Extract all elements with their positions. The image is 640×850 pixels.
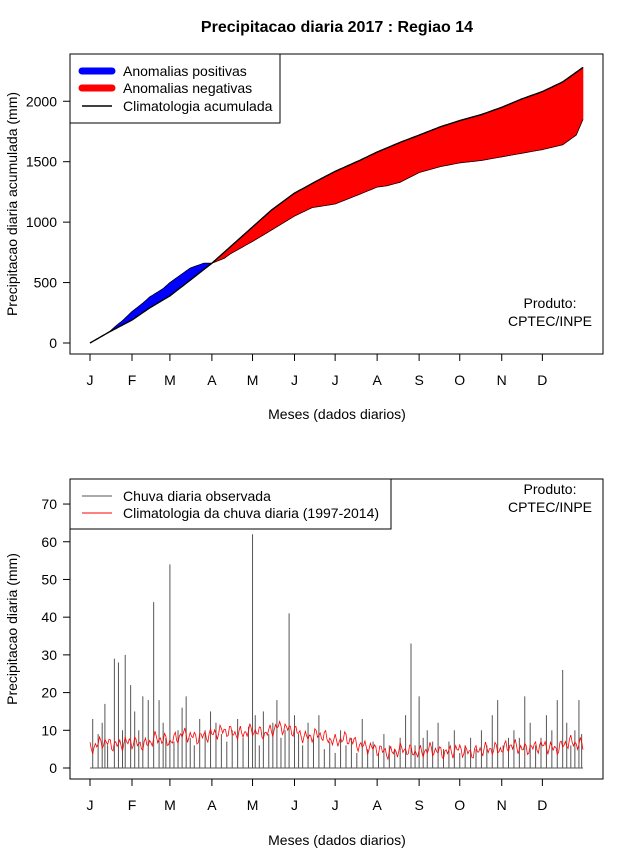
bottom-x-tick-label: M [164,797,176,813]
top-x-tick-label: J [291,372,298,388]
legend-label-climatology: Climatologia acumulada [123,98,273,114]
top-x-tick-label: N [497,372,507,388]
top-x-tick-label: D [537,372,547,388]
legend-label-negative: Anomalias negativas [123,80,252,96]
top-xlabel: Meses (dados diarios) [268,406,406,422]
bottom-y-tick-label: 70 [41,496,57,512]
top-legend: Anomalias positivas Anomalias negativas … [69,53,281,124]
bottom-x-tick-label: J [332,797,339,813]
bottom-annotation: Produto: CPTEC/INPE [508,481,592,515]
top-y-tick-label: 0 [49,335,57,351]
top-x-tick-label: M [164,372,176,388]
negative-anomaly-segment [581,66,584,123]
bottom-y-tick-label: 50 [41,571,57,587]
observed-cumulative-line [89,119,584,344]
bottom-xlabel: Meses (dados diarios) [268,832,406,848]
bottom-legend-box [69,478,392,530]
bottom-y-tick-label: 40 [41,609,57,625]
bottom-y-tick-label: 60 [41,534,57,550]
top-y-tick-label: 2000 [26,93,57,109]
bottom-y-tick-label: 10 [41,722,57,738]
bottom-annotation-line-1: Produto: [524,481,577,497]
top-x-tick-label: O [454,372,465,388]
top-ylabel: Precipitacao diaria acumulada (mm) [4,92,20,316]
daily-panel: 0 10 20 30 40 50 60 70 J F M A M J J A S O N D Precipitaca… [4,478,604,848]
bottom-x-tick-label: S [414,797,423,813]
top-y-tick-label: 500 [34,275,58,291]
daily-climatology-line [89,720,584,761]
top-x-tick-label: M [247,372,259,388]
top-annotation-line-2: CPTEC/INPE [508,313,592,329]
bottom-x-tick-label: A [207,797,217,813]
bottom-x-tick-label: D [537,797,547,813]
chart-title: Precipitacao diaria 2017 : Regiao 14 [201,19,473,36]
bottom-x-tick-label: J [87,797,94,813]
top-x-tick-label: J [87,372,94,388]
bottom-annotation-line-2: CPTEC/INPE [508,499,592,515]
bottom-x-tick-label: M [247,797,259,813]
top-y-tick-label: 1500 [26,154,57,170]
top-annotation-line-1: Produto: [524,295,577,311]
bottom-x-tick-label: N [497,797,507,813]
top-x-tick-label: J [332,372,339,388]
bottom-x-tick-label: A [372,797,382,813]
top-x-tick-label: F [128,372,137,388]
bottom-ylabel: Precipitacao diaria (mm) [4,553,20,705]
legend-label-observed: Chuva diaria observada [123,488,271,504]
bottom-y-tick-label: 0 [49,760,57,776]
bottom-x-tick-label: F [128,797,137,813]
top-x-tick-label: A [207,372,217,388]
bottom-x-tick-label: O [454,797,465,813]
legend-label-positive: Anomalias positivas [123,63,247,79]
top-x-tick-label: S [414,372,423,388]
cumulative-panel: 0 500 1000 1500 2000 J F M A M J J A S O N D Precipitac… [4,53,604,422]
climatology-cumulative-line [89,66,584,344]
bottom-legend: Chuva diaria observada Climatologia da c… [69,478,392,530]
top-y-tick-label: 1000 [26,214,57,230]
top-x-tick-label: A [372,372,382,388]
bottom-y-tick-label: 30 [41,647,57,663]
legend-label-daily-climatology: Climatologia da chuva diaria (1997-2014) [123,505,379,521]
bottom-y-tick-label: 20 [41,685,57,701]
bottom-x-tick-label: J [291,797,298,813]
top-annotation: Produto: CPTEC/INPE [508,295,592,329]
